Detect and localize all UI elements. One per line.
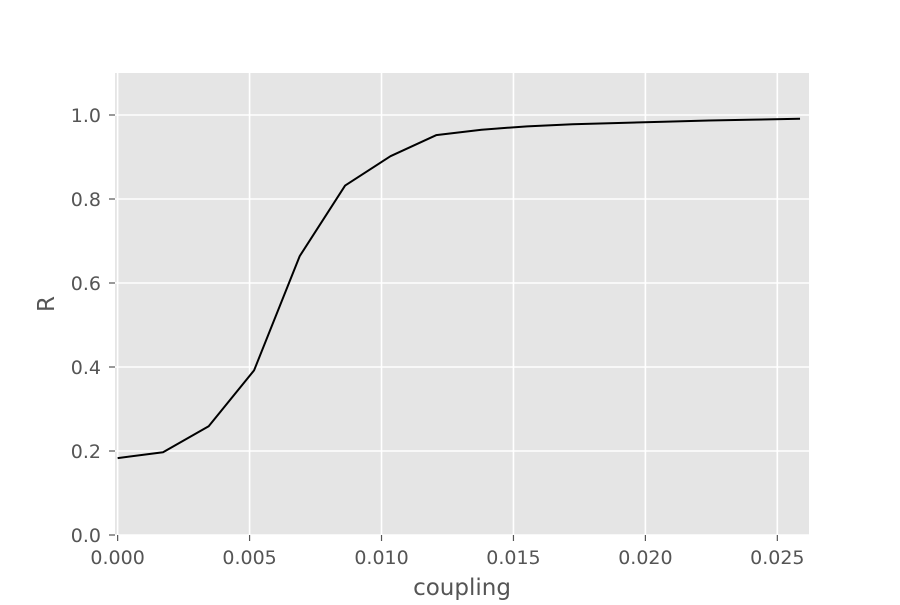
y-tick-label: 0.2 <box>71 441 101 463</box>
y-tick-label: 1.0 <box>71 105 101 127</box>
plot-area <box>115 73 809 535</box>
x-tick-label: 0.000 <box>90 547 144 569</box>
series-line <box>117 117 801 460</box>
x-tick-label: 0.015 <box>486 547 540 569</box>
x-tick-label: 0.010 <box>354 547 408 569</box>
grid <box>115 73 809 536</box>
x-tick-label: 0.005 <box>222 547 276 569</box>
y-tick-label: 0.4 <box>71 357 101 379</box>
x-tick-label: 0.020 <box>618 547 672 569</box>
y-tick-label: 0.6 <box>71 273 101 295</box>
axis-ticks: 0.000 0.005 0.010 0.015 0.020 0.025 0.0 0.2 0.4 0… <box>71 105 805 569</box>
y-axis-label: R <box>34 296 60 312</box>
x-tick-label: 0.025 <box>750 547 804 569</box>
y-tick-label: 0.8 <box>71 189 101 211</box>
x-axis-label: coupling <box>413 575 511 600</box>
y-tick-label: 0.0 <box>71 525 101 547</box>
series-layer <box>117 117 801 460</box>
